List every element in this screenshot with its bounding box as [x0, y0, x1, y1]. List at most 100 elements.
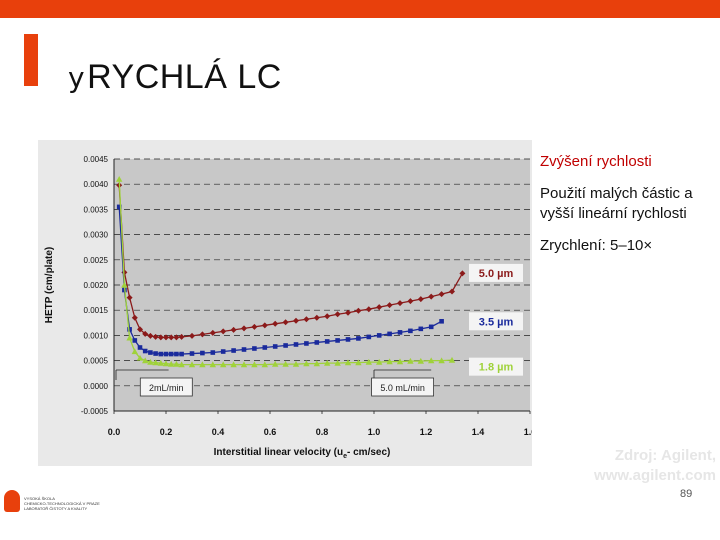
- data-point: [334, 311, 341, 318]
- data-point: [365, 306, 372, 313]
- data-point: [153, 351, 158, 356]
- data-point: [163, 334, 169, 341]
- data-point: [272, 344, 278, 349]
- y-tick-label: 0.0010: [84, 331, 109, 340]
- data-point: [303, 316, 310, 323]
- data-point: [261, 322, 268, 329]
- data-point: [220, 328, 227, 335]
- x-tick-label: 0.8: [316, 427, 329, 437]
- y-tick-label: 0.0005: [84, 357, 109, 366]
- x-axis-label-end: - cm/sec): [347, 447, 390, 458]
- data-point: [173, 334, 180, 341]
- data-point: [126, 294, 133, 301]
- source-line-1: Zdroj: Agilent,: [614, 447, 716, 464]
- data-point: [438, 291, 445, 298]
- data-point: [262, 345, 268, 350]
- y-tick-label: 0.0015: [84, 306, 109, 315]
- data-point: [220, 361, 227, 368]
- data-point: [293, 342, 299, 347]
- data-point: [304, 341, 309, 346]
- data-point: [220, 349, 226, 354]
- data-point: [261, 361, 268, 368]
- x-tick-label: 1.4: [472, 427, 485, 437]
- page-number: 89: [680, 488, 693, 500]
- data-point: [147, 332, 154, 339]
- y-tick-label: 0.0045: [84, 155, 109, 164]
- source-line-2: www.agilent.com: [594, 467, 716, 484]
- data-point: [189, 351, 195, 356]
- data-point: [173, 360, 180, 367]
- data-point: [303, 360, 310, 367]
- data-point: [438, 357, 445, 364]
- y-tick-label: 0.0000: [84, 382, 109, 391]
- data-point: [417, 296, 424, 303]
- series-label-box: [469, 357, 523, 376]
- data-point: [230, 326, 237, 333]
- x-axis-label: Interstitial linear velocity (ue- cm/sec…: [214, 447, 391, 460]
- data-point: [345, 337, 351, 342]
- data-point: [459, 270, 466, 277]
- data-point: [241, 347, 247, 352]
- data-point: [168, 360, 175, 367]
- note-speed: Zvýšení rychlosti: [540, 153, 652, 170]
- x-axis-label-main: Interstitial linear velocity (u: [214, 447, 343, 458]
- data-point: [148, 350, 153, 355]
- data-point: [324, 313, 331, 320]
- data-point: [345, 309, 351, 316]
- x-axis-label-subscript: e: [343, 453, 347, 460]
- data-point: [188, 361, 196, 368]
- data-point: [209, 361, 216, 368]
- x-tick-label: 0.0: [108, 427, 121, 437]
- data-point: [189, 332, 195, 339]
- annotation-box: [139, 377, 193, 397]
- data-point: [344, 359, 352, 366]
- source-credit: Zdroj: Agilent, www.agilent.com: [560, 446, 716, 486]
- data-point: [335, 338, 340, 343]
- y-tick-label: 0.0035: [84, 205, 109, 214]
- series-line: [118, 185, 463, 339]
- data-point: [313, 314, 320, 321]
- data-point: [376, 333, 382, 338]
- university-logo: VYSOKÁ ŠKOLA CHEMICKO-TECHNOLOGICKÁ V PR…: [4, 488, 134, 518]
- data-point: [282, 360, 289, 367]
- data-point: [240, 361, 248, 368]
- data-point: [241, 325, 247, 332]
- data-point: [418, 326, 424, 332]
- data-point: [251, 323, 258, 330]
- logo-line-1: VYSOKÁ ŠKOLA: [24, 496, 55, 501]
- series-label: 3.5 µm: [479, 316, 514, 328]
- note-particles: Použití malých částic a vyšší lineární r…: [540, 185, 693, 222]
- data-point: [127, 327, 132, 332]
- data-point: [428, 293, 435, 300]
- logo-mark-icon: [4, 490, 20, 512]
- data-point: [251, 361, 258, 368]
- note-acceleration: Zrychlení: 5–10×: [540, 237, 653, 254]
- data-point: [152, 359, 159, 366]
- data-point: [417, 357, 424, 364]
- data-point: [448, 356, 456, 363]
- data-point: [355, 359, 362, 366]
- data-point: [252, 346, 257, 351]
- data-point: [174, 351, 179, 357]
- data-point: [168, 334, 175, 341]
- series-label-box: [469, 312, 523, 331]
- data-point: [376, 358, 383, 365]
- data-point: [407, 357, 414, 364]
- data-point: [387, 331, 392, 337]
- data-point: [231, 348, 236, 353]
- data-point: [407, 298, 414, 305]
- data-point: [131, 348, 138, 355]
- data-point: [386, 302, 393, 309]
- series-label: 1.8 µm: [479, 362, 514, 374]
- top-accent-bar: [0, 0, 720, 18]
- data-point: [292, 360, 300, 367]
- hetp-chart: 0.0045 0.0040 0.0035 0.0030 0.0025 0.0020 0.00…: [38, 140, 536, 466]
- data-point: [397, 300, 403, 307]
- annotation-label: 2mL/min: [149, 383, 184, 393]
- logo-line-3: LABORATOŘ ČISTOTY A KVALITY: [24, 506, 88, 511]
- data-point: [428, 324, 434, 330]
- data-point: [162, 360, 170, 367]
- data-point: [158, 351, 164, 357]
- data-point: [116, 175, 123, 182]
- x-tick-label: 0.2: [160, 427, 173, 437]
